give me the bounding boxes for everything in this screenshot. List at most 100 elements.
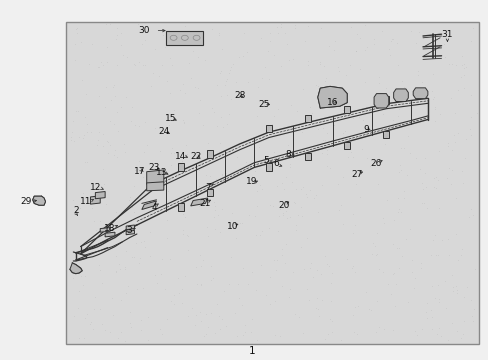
Point: [302, 194, 310, 200]
Point: [257, 35, 264, 40]
Point: [74, 108, 82, 114]
Point: [201, 57, 209, 63]
Point: [430, 104, 438, 109]
Point: [326, 99, 334, 105]
Point: [122, 290, 130, 296]
Point: [83, 121, 91, 127]
Point: [269, 149, 277, 155]
Point: [197, 282, 205, 288]
Point: [247, 329, 255, 335]
Point: [396, 145, 404, 150]
Point: [290, 311, 298, 317]
Point: [402, 172, 410, 178]
Point: [278, 252, 285, 258]
Point: [378, 269, 386, 275]
Point: [135, 59, 143, 65]
Point: [389, 270, 397, 276]
Point: [348, 115, 356, 121]
Point: [324, 263, 332, 269]
Point: [243, 50, 250, 55]
Point: [366, 307, 374, 312]
Point: [370, 243, 378, 249]
Point: [210, 199, 218, 204]
Point: [403, 133, 411, 139]
Text: 9: 9: [363, 125, 369, 134]
Point: [386, 52, 393, 58]
Point: [241, 322, 248, 328]
Text: 10: 10: [226, 222, 238, 231]
Point: [283, 142, 291, 148]
Point: [269, 153, 277, 158]
Point: [313, 296, 321, 301]
Point: [162, 127, 170, 133]
Point: [447, 272, 455, 278]
Point: [135, 158, 143, 164]
Point: [240, 329, 248, 335]
Point: [373, 181, 381, 187]
Point: [393, 113, 401, 119]
Point: [352, 31, 360, 36]
Point: [277, 246, 285, 252]
Polygon shape: [207, 189, 213, 196]
Point: [112, 209, 120, 215]
Point: [114, 128, 122, 134]
Point: [71, 57, 79, 63]
Point: [317, 297, 325, 303]
Point: [288, 136, 296, 141]
Point: [456, 74, 464, 80]
Point: [116, 266, 124, 271]
Point: [348, 230, 356, 236]
Point: [179, 118, 186, 123]
Point: [289, 199, 297, 205]
Point: [67, 137, 75, 143]
Point: [434, 299, 442, 305]
Point: [306, 118, 314, 124]
Point: [179, 228, 187, 233]
Point: [343, 154, 351, 160]
Point: [430, 232, 438, 238]
Point: [68, 129, 76, 135]
Point: [374, 80, 382, 86]
Point: [78, 77, 86, 83]
Point: [316, 25, 324, 31]
Point: [450, 111, 458, 116]
Point: [452, 291, 460, 296]
Point: [99, 143, 106, 148]
Point: [416, 265, 424, 271]
Point: [83, 159, 91, 165]
Point: [301, 192, 309, 197]
Bar: [66, 22, 478, 344]
Point: [75, 134, 83, 140]
Point: [265, 225, 273, 230]
Point: [311, 82, 319, 88]
Polygon shape: [146, 182, 163, 191]
Point: [83, 129, 91, 135]
Point: [79, 282, 86, 288]
Point: [113, 26, 121, 31]
Point: [183, 232, 191, 238]
Point: [361, 104, 369, 110]
Point: [305, 297, 313, 303]
Point: [128, 104, 136, 110]
Point: [443, 236, 451, 242]
Point: [110, 82, 118, 87]
Point: [436, 112, 444, 117]
Point: [410, 328, 418, 334]
Point: [194, 167, 202, 173]
Point: [368, 240, 376, 246]
Point: [218, 46, 225, 51]
Point: [163, 316, 171, 321]
Point: [194, 85, 202, 90]
Point: [369, 36, 377, 42]
Point: [451, 283, 459, 289]
Point: [222, 323, 230, 328]
Point: [124, 197, 132, 203]
Point: [440, 54, 448, 60]
Point: [420, 155, 427, 161]
Point: [333, 64, 341, 70]
Point: [417, 201, 425, 206]
Point: [274, 229, 282, 234]
Text: 1: 1: [248, 346, 255, 356]
Point: [94, 64, 102, 69]
Point: [433, 282, 441, 288]
